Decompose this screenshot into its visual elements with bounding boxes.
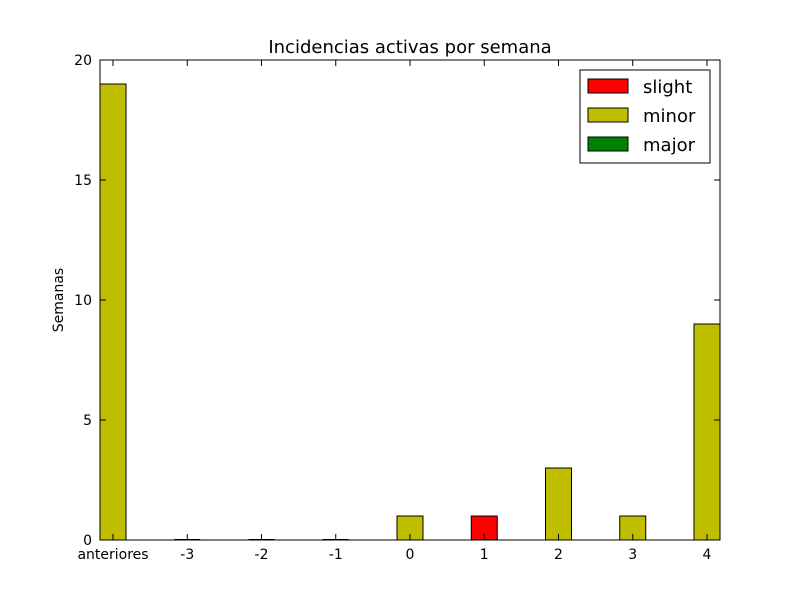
legend-label-minor: minor: [643, 106, 696, 127]
y-axis-ticks: 0 5 10 15 20: [74, 53, 720, 549]
x-tick-label-4: 0: [406, 547, 415, 563]
bars-group: [99, 83, 721, 541]
legend: slight minor major: [579, 69, 711, 164]
bar-minor-8: [693, 323, 721, 541]
plot-frame: [99, 59, 721, 541]
legend-label-slight: slight: [643, 77, 692, 98]
y-tick-label-4: 20: [74, 53, 92, 69]
legend-swatch-minor: [587, 107, 629, 123]
y-tick-label-1: 5: [83, 413, 92, 429]
x-tick-label-6: 2: [554, 547, 563, 563]
x-axis-ticks: anteriores -3 -2 -1 0 1 2 3 4: [77, 60, 712, 563]
legend-swatch-major: [587, 136, 629, 152]
x-tick-label-8: 4: [703, 547, 712, 563]
x-tick-label-5: 1: [480, 547, 489, 563]
x-tick-label-3: -1: [329, 547, 343, 563]
x-tick-label-0: anteriores: [77, 547, 148, 563]
x-tick-label-1: -3: [180, 547, 194, 563]
y-tick-label-2: 10: [74, 293, 92, 309]
bar-minor-0: [99, 83, 127, 541]
chart-title: Incidencias activas por semana: [268, 37, 551, 58]
y-axis-label: Semanas: [51, 268, 67, 332]
x-tick-label-7: 3: [628, 547, 637, 563]
legend-swatch-slight: [587, 78, 629, 94]
legend-label-major: major: [643, 135, 696, 156]
y-tick-label-0: 0: [83, 533, 92, 549]
bar-minor-6: [545, 467, 572, 541]
y-tick-label-3: 15: [74, 173, 92, 189]
x-tick-label-2: -2: [255, 547, 269, 563]
